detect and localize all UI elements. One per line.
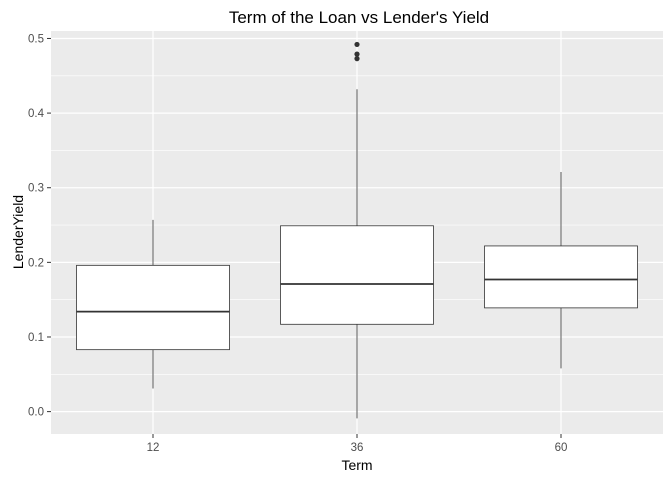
- outlier-point: [354, 51, 360, 57]
- box-iqr: [280, 225, 434, 325]
- y-tick-label: 0.4: [28, 108, 45, 120]
- y-tick-label: 0.5: [28, 33, 44, 45]
- y-axis: 0.0 0.1 0.2 0.3 0.4 0.5: [28, 33, 51, 419]
- x-axis: 12 36 60: [147, 434, 568, 454]
- box-iqr: [484, 245, 638, 309]
- y-axis-title: LenderYield: [10, 195, 26, 269]
- y-tick-label: 0.3: [28, 183, 44, 195]
- outlier-point: [354, 56, 360, 62]
- x-tick-label: 36: [351, 442, 364, 454]
- box-60: [484, 172, 638, 369]
- x-tick-label: 12: [147, 442, 160, 454]
- outlier-point: [354, 41, 360, 48]
- y-tick-label: 0.0: [28, 407, 44, 419]
- y-tick-label: 0.2: [28, 257, 44, 269]
- x-axis-title: Term: [341, 457, 372, 473]
- box-iqr: [76, 264, 230, 351]
- y-tick-label: 0.1: [28, 332, 44, 344]
- box-36: [280, 41, 434, 419]
- boxes: [76, 41, 638, 419]
- box-12: [76, 219, 230, 389]
- chart-title: Term of the Loan vs Lender's Yield: [229, 8, 489, 27]
- x-tick-label: 60: [555, 442, 568, 454]
